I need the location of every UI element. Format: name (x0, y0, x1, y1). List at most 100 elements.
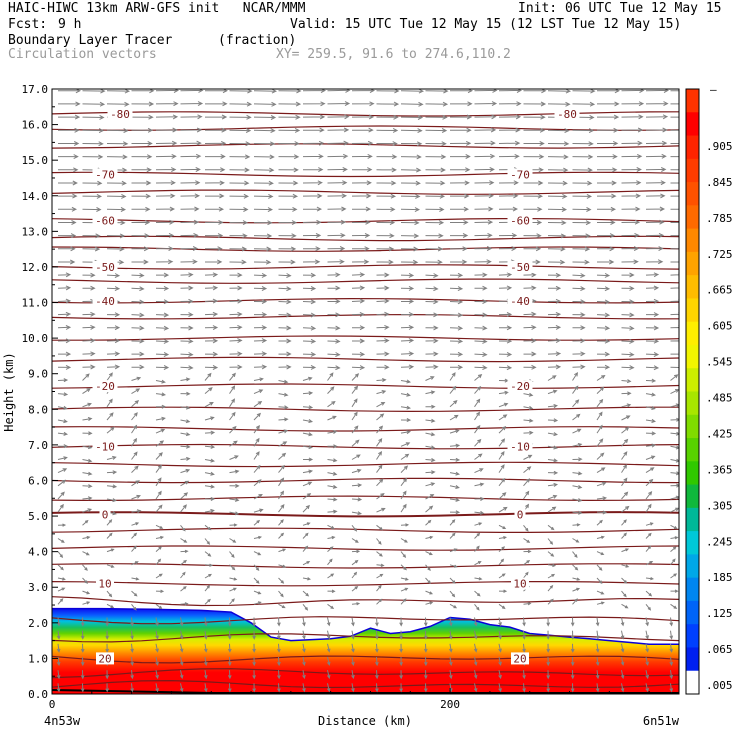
circulation-vector (400, 272, 415, 278)
circulation-vector (670, 483, 679, 488)
circulation-vector (474, 101, 498, 107)
circulation-vector (621, 285, 635, 291)
circulation-vector (425, 564, 431, 571)
circulation-vector (351, 585, 359, 592)
circulation-vector (670, 603, 678, 609)
colorbar-label: .905 (706, 140, 733, 153)
circulation-vector (449, 519, 456, 526)
circulation-vector (376, 141, 398, 147)
circulation-vector (253, 437, 260, 447)
circulation-vector (56, 643, 61, 653)
colorbar-swatch (686, 368, 699, 392)
circulation-vector (130, 683, 134, 693)
circulation-vector (302, 630, 306, 640)
circulation-vector (596, 519, 603, 526)
circulation-vector (180, 405, 191, 410)
circulation-vector (302, 493, 312, 500)
circulation-vector (376, 311, 390, 317)
circulation-vector (670, 471, 679, 476)
circulation-vector (596, 467, 606, 474)
circulation-vector (131, 312, 145, 318)
circulation-vector (327, 497, 338, 502)
circulation-vector (82, 508, 93, 513)
circulation-vector (204, 101, 228, 107)
circulation-vector (57, 444, 69, 449)
isotherm-line (52, 218, 679, 224)
overlay-name: Circulation vectors (8, 47, 157, 62)
circulation-vector (82, 402, 92, 408)
circulation-vector (253, 464, 261, 473)
circulation-vector (498, 603, 506, 610)
circulation-vector (252, 670, 256, 680)
circulation-vector (106, 180, 127, 186)
circulation-vector (425, 404, 436, 409)
circulation-vector (572, 259, 590, 265)
circulation-vector (621, 477, 628, 487)
circulation-vector (547, 524, 555, 531)
isotherm-line (52, 477, 679, 484)
circulation-vector (376, 127, 399, 133)
isotherm-label-bg (96, 652, 114, 665)
circulation-vector (449, 351, 464, 357)
circulation-vector (180, 101, 204, 107)
circulation-vector (670, 417, 679, 422)
circulation-vector (498, 402, 509, 408)
circulation-vector (204, 496, 216, 501)
circulation-vector (204, 206, 225, 212)
circulation-vector (57, 419, 68, 424)
colorbar-swatch (686, 251, 699, 276)
circulation-vector (131, 246, 150, 252)
circulation-vector (400, 207, 421, 213)
circulation-vector (57, 364, 72, 370)
circulation-vector (327, 603, 335, 610)
circulation-vector (253, 338, 268, 344)
circulation-vector (229, 114, 252, 120)
isotherm-label-bg (92, 214, 118, 227)
circulation-vector (596, 299, 611, 305)
isotherm-label-bg (92, 380, 118, 393)
circulation-vector (425, 246, 444, 252)
circulation-vector (596, 452, 605, 460)
isotherm-label-bg (507, 440, 533, 453)
circulation-vector (572, 498, 583, 503)
circulation-vector (400, 418, 412, 423)
circulation-vector (327, 524, 335, 529)
circulation-vector (547, 193, 568, 199)
circulation-vector (106, 398, 113, 408)
circulation-vector (474, 603, 480, 611)
circulation-vector (204, 573, 212, 579)
circulation-vector (645, 219, 665, 225)
bl-tracer-area (52, 608, 679, 694)
circulation-vector (155, 259, 174, 265)
colorbar-swatch (686, 484, 699, 509)
circulation-vector (400, 141, 423, 147)
circulation-vector (327, 114, 350, 120)
circulation-vector (523, 549, 532, 554)
circulation-vector (572, 577, 581, 581)
circulation-vector (155, 153, 177, 159)
circulation-vector (474, 411, 481, 421)
circulation-vector (155, 232, 175, 238)
circulation-vector (180, 524, 186, 532)
circulation-vector (82, 246, 101, 252)
circulation-vector (376, 478, 384, 487)
circulation-vector (302, 167, 324, 173)
colorbar-label: .305 (706, 499, 733, 512)
circulation-vector (572, 273, 586, 278)
circulation-vector (596, 312, 611, 318)
colorbar-label: .665 (706, 284, 733, 297)
circulation-vector (180, 298, 194, 304)
circulation-vector (278, 429, 289, 434)
circulation-vector (449, 497, 461, 502)
isotherm-line (52, 356, 679, 363)
circulation-vector (253, 246, 272, 252)
circulation-vector (302, 391, 314, 396)
circulation-vector (400, 311, 415, 317)
colorbar-swatch (686, 391, 699, 416)
circulation-vector (670, 536, 679, 540)
circulation-vector (498, 589, 508, 593)
circulation-vector (278, 490, 285, 500)
circulation-vector (131, 351, 145, 357)
circulation-vector (302, 670, 306, 680)
